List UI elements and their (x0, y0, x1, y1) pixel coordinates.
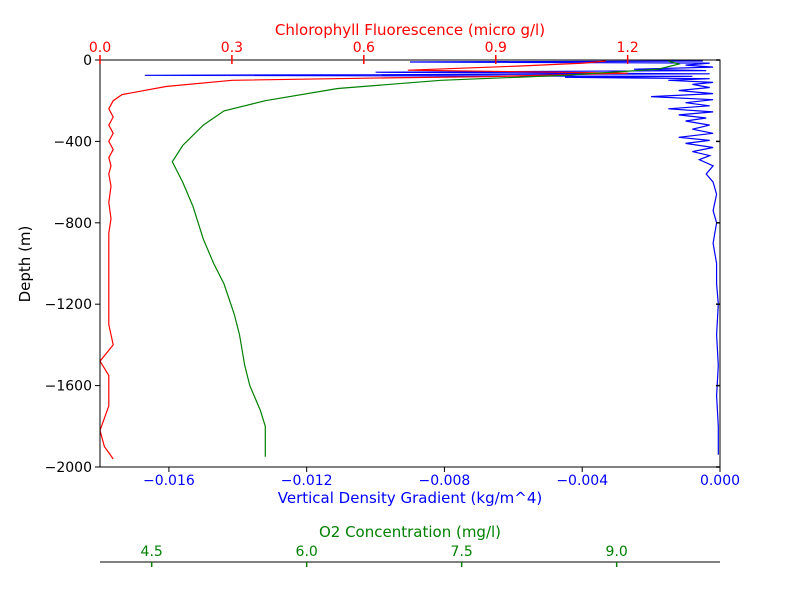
chlorophyll-series-line (99, 60, 628, 460)
oxygen-series-line (171, 60, 681, 457)
chlorophyll-axis-title: Chlorophyll Fluorescence (micro g/l) (275, 21, 545, 39)
density-tick-label: −0.008 (419, 473, 471, 489)
density-tick-label: −0.004 (556, 473, 608, 489)
chlorophyll-tick-label: 0.0 (89, 40, 111, 56)
oxygen-tick-label: 9.0 (606, 544, 628, 560)
depth-tick-label: −1600 (45, 379, 92, 395)
oxygen-tick-label: 7.5 (451, 544, 473, 560)
depth-tick-label: −800 (54, 216, 92, 232)
density-axis-ticks: −0.016 −0.012 −0.008 −0.004 0.000 (143, 467, 740, 489)
chlorophyll-tick-label: 0.6 (353, 40, 375, 56)
depth-tick-label: 0 (83, 53, 92, 69)
depth-axis-title: Depth (m) (16, 226, 34, 303)
plot-frame (99, 59, 721, 468)
density-tick-label: −0.012 (281, 473, 333, 489)
depth-tick-label: −400 (54, 134, 92, 150)
density-tick-label: −0.016 (143, 473, 195, 489)
depth-tick-label: −1200 (45, 297, 92, 313)
depth-axis-ticks: 0 −400 −800 −1200 −1600 −2000 (45, 53, 720, 476)
oxygen-axis-title: O2 Concentration (mg/l) (319, 523, 501, 541)
oxygen-tick-label: 4.5 (141, 544, 163, 560)
chlorophyll-tick-label: 1.2 (617, 40, 639, 56)
oxygen-tick-label: 6.0 (296, 544, 318, 560)
chlorophyll-tick-label: 0.3 (221, 40, 243, 56)
depth-tick-label: −2000 (45, 460, 92, 476)
oxygen-axis-ticks: 4.5 6.0 7.5 9.0 (141, 544, 628, 567)
series-layer (99, 60, 719, 460)
density-axis-title: Vertical Density Gradient (kg/m^4) (278, 489, 542, 507)
chlorophyll-axis-ticks: 0.0 0.3 0.6 0.9 1.2 (89, 40, 639, 64)
density-tick-label: 0.000 (700, 473, 740, 489)
chlorophyll-tick-label: 0.9 (485, 40, 507, 56)
density-series-line (144, 60, 719, 455)
